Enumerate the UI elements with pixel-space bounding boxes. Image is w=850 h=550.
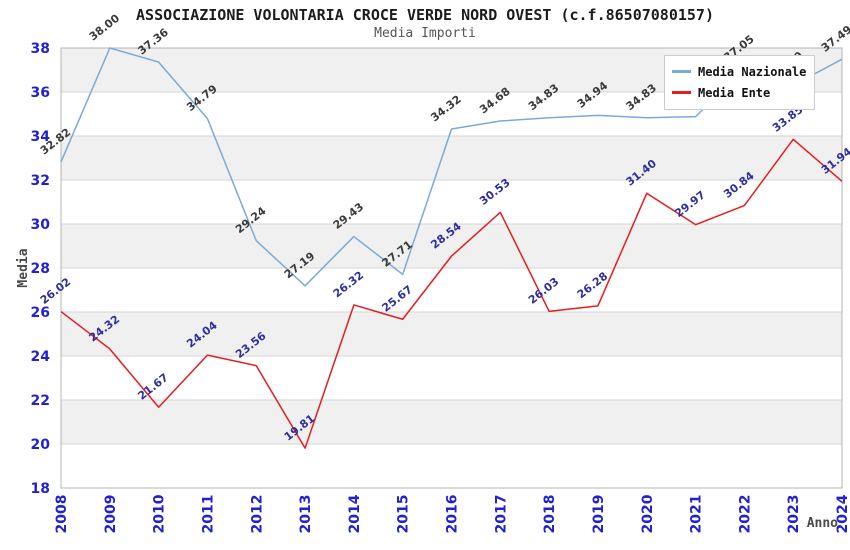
legend-item-media-nazionale: Media Nazionale (672, 61, 806, 82)
plot-band (61, 356, 842, 400)
plot-band (61, 268, 842, 312)
x-axis-title: Anno (807, 516, 838, 531)
plot-band (61, 180, 842, 224)
x-tick-label: 2023 (786, 495, 802, 534)
x-tick-label: 2019 (591, 495, 607, 534)
legend: Media Nazionale Media Ente (664, 55, 816, 110)
x-tick-label: 2014 (347, 494, 363, 533)
y-tick-label: 36 (31, 85, 50, 101)
media-ente-line (60, 138, 843, 449)
y-tick-label: 24 (31, 349, 51, 365)
y-tick-label: 22 (31, 393, 50, 409)
x-tick-label: 2020 (640, 494, 656, 533)
x-tick-label: 2012 (249, 495, 265, 534)
y-tick-label: 32 (31, 173, 50, 189)
y-tick-label: 28 (31, 261, 50, 277)
x-tick-label: 2024 (835, 494, 850, 533)
x-tick-label: 2022 (737, 495, 753, 534)
x-tick-label: 2015 (396, 495, 412, 534)
y-tick-label: 38 (31, 41, 50, 57)
media-ente-line-swatch-icon (672, 91, 691, 94)
x-tick-label: 2017 (493, 495, 509, 534)
data-point-label: 38.00 (87, 11, 123, 43)
x-tick-label: 2018 (542, 495, 558, 534)
plot-band (61, 136, 842, 180)
plot-band (61, 444, 842, 488)
x-tick-label: 2011 (200, 495, 216, 534)
x-tick-label: 2008 (54, 495, 70, 534)
chart-subtitle: Media Importi (374, 26, 476, 41)
legend-item-media-ente: Media Ente (672, 82, 806, 103)
y-tick-label: 20 (31, 437, 51, 453)
legend-label: Media Ente (698, 85, 771, 100)
media-nazionale-line-swatch-icon (672, 70, 691, 73)
x-tick-label: 2016 (445, 495, 461, 534)
y-tick-label: 30 (31, 217, 51, 233)
plot-border (60, 47, 843, 489)
y-tick-label: 18 (31, 481, 50, 497)
x-tick-label: 2010 (152, 494, 168, 533)
y-axis-title: Media (16, 248, 31, 287)
y-tick-label: 34 (31, 129, 51, 145)
plot-band (61, 224, 842, 268)
y-tick-label: 26 (31, 305, 50, 321)
plot-band (61, 312, 842, 356)
x-tick-label: 2013 (298, 495, 314, 534)
x-tick-label: 2021 (689, 495, 705, 534)
plot-band (61, 400, 842, 444)
chart-title: ASSOCIAZIONE VOLONTARIA CROCE VERDE NORD… (136, 6, 714, 24)
legend-label: Media Nazionale (698, 64, 807, 79)
x-tick-label: 2009 (103, 495, 119, 534)
